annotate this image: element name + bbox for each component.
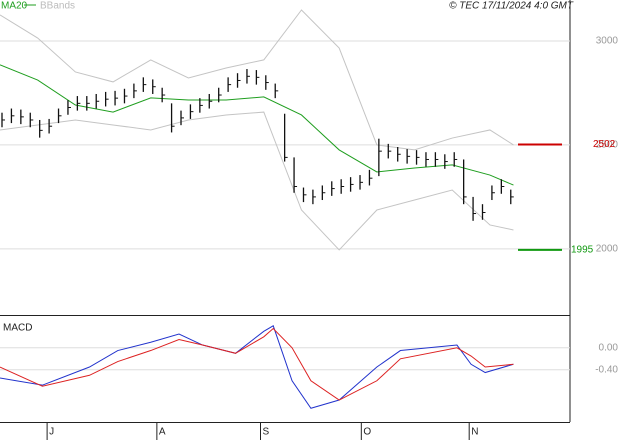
timestamp: © TEC 17/11/2024 4:0 GMT (449, 1, 574, 12)
bband-upper (0, 9, 514, 151)
macd-line (0, 325, 514, 409)
x-tick-label: N (471, 427, 478, 438)
x-tick-label: S (263, 427, 270, 438)
x-tick-label: A (159, 427, 166, 438)
y-tick-label: 3000 (596, 36, 619, 47)
y-tick-label: 2000 (596, 244, 619, 255)
level-label: 2502 (593, 139, 616, 150)
level-label: 1995 (571, 245, 594, 256)
x-tick-label: J (49, 427, 54, 438)
y-tick-label: 2500 (596, 140, 619, 151)
ma20-line (0, 64, 514, 186)
y-tick-label: -0.40 (595, 364, 618, 375)
x-tick-label: O (363, 427, 371, 438)
macd-title: MACD (3, 323, 32, 334)
legend-bbands: BBands (40, 1, 75, 12)
y-tick-label: 0.00 (599, 342, 619, 353)
legend-ma20: MA20 (1, 1, 28, 12)
bband-lower (0, 111, 514, 251)
macd-line (0, 327, 514, 401)
